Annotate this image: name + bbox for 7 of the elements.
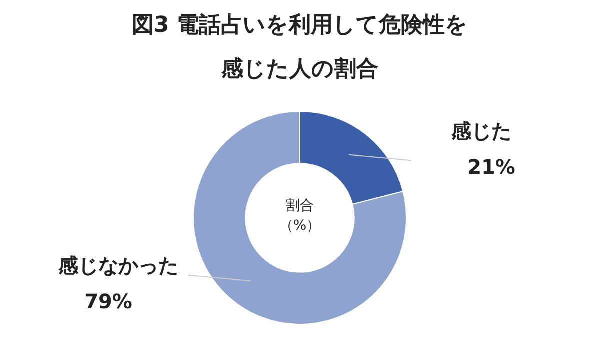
text: （%）: [279, 218, 321, 234]
slice-label: 感じた: [450, 118, 512, 143]
data-label: 21%: [468, 154, 516, 179]
data-label: 79%: [84, 290, 132, 314]
chart-title: 図3 電話占いを利用して危険性を感じた人の割合: [131, 12, 469, 84]
text: 割合: [286, 198, 314, 214]
slice-label: 感じなかった: [58, 254, 178, 278]
